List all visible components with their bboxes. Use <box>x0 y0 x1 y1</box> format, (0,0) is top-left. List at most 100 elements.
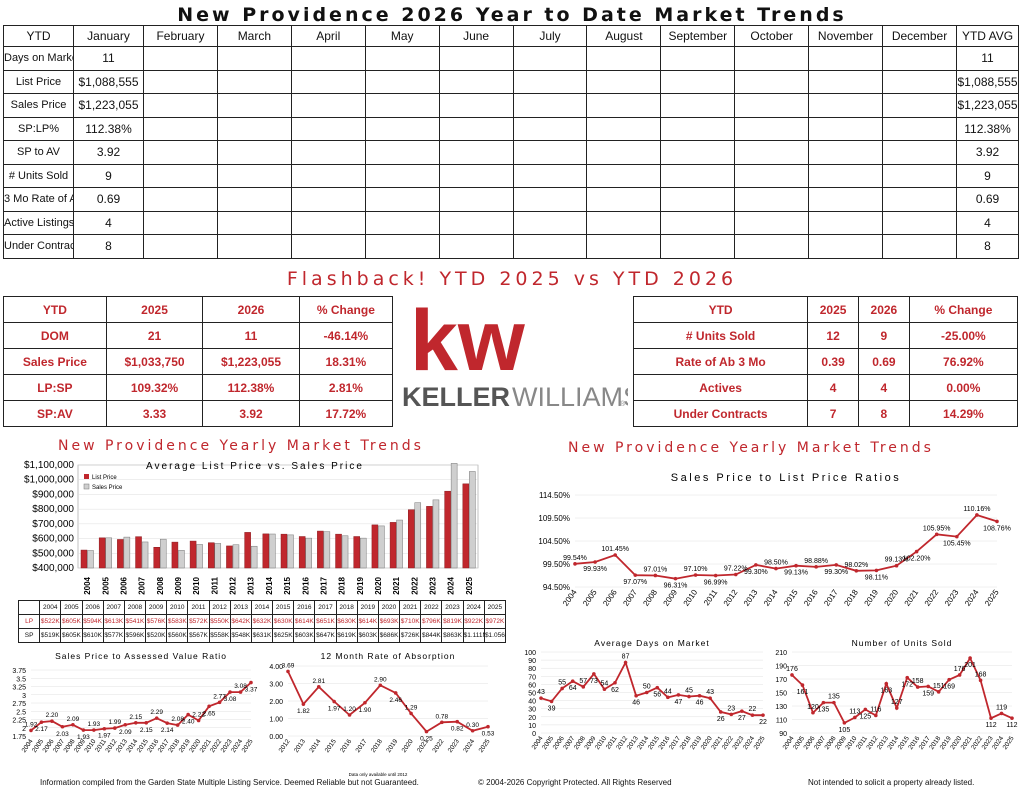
xtick: 2022 <box>431 738 445 754</box>
xtick: 2025 <box>478 738 492 754</box>
data-label: 22 <box>759 719 767 726</box>
compare_left-cell: DOM <box>3 322 107 349</box>
yrtab-year: 2013 <box>229 600 252 615</box>
data-label: 98.11% <box>865 574 888 581</box>
data-label: 168 <box>975 671 987 678</box>
2-chart-title: Sales Price to Assessed Value Ratio <box>55 651 227 661</box>
page-title: New Providence 2026 Year to Date Market … <box>177 4 847 26</box>
data-label: 98.02% <box>844 562 868 569</box>
ytick: 100 <box>524 650 536 657</box>
data-label: 3.69 <box>282 662 295 669</box>
ytd-cell-empty <box>438 93 514 118</box>
yrtab-year: 2004 <box>39 600 62 615</box>
compare_right-cell: 14.29% <box>908 400 1019 427</box>
data-point <box>332 699 336 704</box>
data-label: 99.54% <box>563 555 587 562</box>
yrtab-year: 2020 <box>377 600 401 615</box>
yrtab-value: $619K <box>335 628 358 643</box>
sales-price-bar <box>432 499 440 569</box>
yrtab-year: 2018 <box>335 600 358 615</box>
ytd-cell-january: 9 <box>73 163 144 188</box>
data-point <box>613 553 617 557</box>
data-point <box>301 702 306 706</box>
data-point <box>602 687 607 692</box>
yrtab-year: 2010 <box>166 600 189 615</box>
yrtab-year: 2011 <box>187 600 210 615</box>
ytd-cell-empty <box>586 234 662 259</box>
data-point <box>144 721 149 725</box>
data-label: 2.08 <box>171 716 184 723</box>
compare_right-cell: 9 <box>857 322 910 349</box>
xtick: 2018 <box>842 588 860 608</box>
ytd-header-12: December <box>882 25 957 47</box>
data-label: 112 <box>985 722 996 729</box>
compare_left-cell: 112.38% <box>202 374 300 401</box>
yrtab-year: 2009 <box>145 600 168 615</box>
data-label: 50 <box>643 684 651 691</box>
ytd-cell-empty <box>512 163 588 188</box>
xtick: 2013 <box>742 588 760 608</box>
ytd-cell-empty <box>143 69 218 94</box>
series-line <box>574 513 998 580</box>
ytd-row: SP to AV 3.92 3.92 <box>3 140 1019 165</box>
yrtab-value: $520K <box>145 628 168 643</box>
yrtab-value: $560K <box>166 628 189 643</box>
data-point <box>915 685 920 689</box>
yrtab-value: $550K <box>208 614 231 629</box>
ytd-cell-empty <box>438 210 514 235</box>
data-point <box>975 513 979 517</box>
data-label: 56 <box>653 692 661 699</box>
price-xtick: 2011 <box>210 576 219 594</box>
data-label: 3.08 <box>224 696 237 703</box>
ytd-cell-empty <box>290 187 366 212</box>
compare_left-header: 2025 <box>105 296 204 323</box>
price-ytick: $800,000 <box>32 504 74 515</box>
data-point <box>71 722 75 727</box>
data-point <box>790 673 794 677</box>
ytd-cell-empty <box>438 69 514 94</box>
list-price-bar <box>280 533 288 569</box>
data-point <box>800 683 805 687</box>
data-point <box>486 724 490 729</box>
data-point <box>761 713 765 717</box>
data-label: 1.90 <box>359 707 372 714</box>
compare_right-cell: Rate of Ab 3 Mo <box>632 348 809 375</box>
data-label: 99.30% <box>744 569 768 576</box>
ytd-cell-empty <box>216 187 292 212</box>
ytd-cell-empty <box>882 210 957 235</box>
xtick: 2025 <box>241 738 255 754</box>
ytd-cell-january: $1,223,055 <box>73 93 144 118</box>
sales-price-bar <box>287 534 294 569</box>
data-label: 2.15 <box>129 714 142 721</box>
price-xtick: 2010 <box>192 576 201 594</box>
footer-copyright: © 2004-2026 Copyright Protected. All Rig… <box>478 778 672 787</box>
data-label: 39 <box>548 705 556 712</box>
data-point <box>623 660 628 665</box>
ytd-header-9: September <box>660 25 736 47</box>
data-label: 2.46 <box>389 697 402 704</box>
data-label: 101.45% <box>601 546 629 553</box>
data-point <box>989 716 993 720</box>
compare_right-cell: -25.00% <box>908 322 1019 349</box>
compare-left-table: YTD 2025 2026% Change DOM 21 11 -46.14% Sales P… <box>3 296 394 427</box>
data-point <box>655 685 660 690</box>
data-label: 176 <box>786 666 798 673</box>
data-point <box>154 716 159 720</box>
ytd-header-0: YTD <box>3 25 74 47</box>
price-ytick: $700,000 <box>32 519 74 530</box>
data-label: 135 <box>818 707 830 714</box>
ytd-cell-empty <box>290 163 366 188</box>
ytick: 50 <box>528 691 536 698</box>
data-label: 2.17 <box>35 726 48 733</box>
data-label: 163 <box>880 688 892 695</box>
ytd-cell-empty <box>586 187 662 212</box>
sales-price-bar <box>305 537 312 569</box>
data-label: 0.53 <box>482 731 495 738</box>
yrtab-year: 2023 <box>441 600 464 615</box>
yrtab-value: $972K <box>483 614 507 629</box>
ytd-cell-empty <box>882 116 957 141</box>
data-label: 1.29 <box>405 704 418 711</box>
ytd-cell-empty <box>734 46 810 71</box>
data-point <box>894 706 899 710</box>
yrtab-value: $610K <box>81 628 104 643</box>
